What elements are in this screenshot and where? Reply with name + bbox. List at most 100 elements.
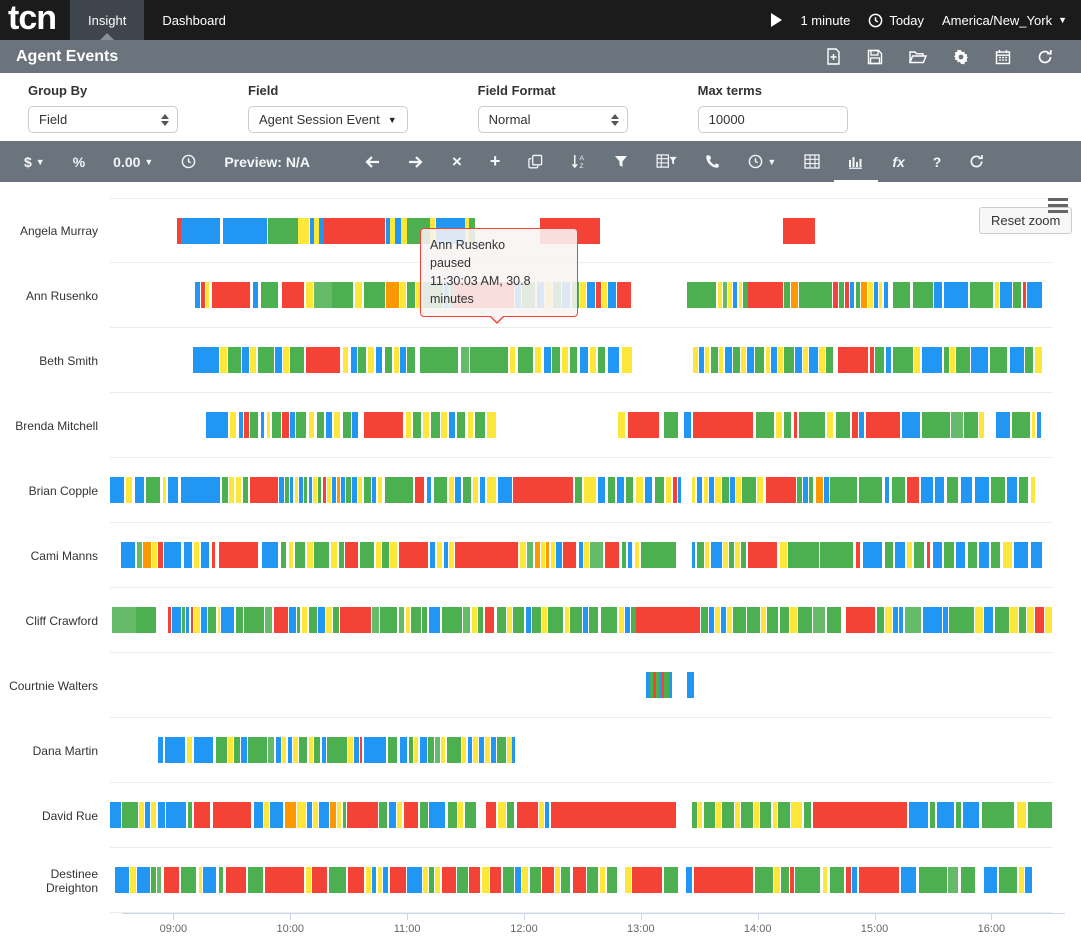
event-segment[interactable]: [520, 542, 526, 568]
event-segment[interactable]: [399, 282, 406, 308]
event-segment[interactable]: [862, 542, 883, 568]
field-dropdown[interactable]: Agent Session Event ▼: [248, 106, 408, 133]
event-segment[interactable]: [236, 607, 244, 633]
event-segment[interactable]: [468, 867, 481, 893]
event-segment[interactable]: [827, 607, 842, 633]
event-segment[interactable]: [307, 802, 313, 828]
percent-format-button[interactable]: %: [72, 153, 86, 170]
event-segment[interactable]: [542, 607, 548, 633]
event-segment[interactable]: [168, 477, 178, 503]
event-segment[interactable]: [607, 282, 616, 308]
event-segment[interactable]: [390, 542, 398, 568]
event-segment[interactable]: [513, 477, 573, 503]
event-segment[interactable]: [589, 607, 599, 633]
event-segment[interactable]: [937, 802, 954, 828]
event-segment[interactable]: [600, 607, 618, 633]
event-segment[interactable]: [275, 737, 281, 763]
event-segment[interactable]: [956, 542, 966, 568]
event-segment[interactable]: [355, 282, 363, 308]
event-segment[interactable]: [822, 867, 828, 893]
event-segment[interactable]: [922, 347, 942, 373]
event-segment[interactable]: [306, 282, 314, 308]
event-segment[interactable]: [598, 347, 606, 373]
event-segment[interactable]: [507, 607, 512, 633]
event-segment[interactable]: [298, 217, 309, 244]
event-segment[interactable]: [1002, 542, 1013, 568]
event-segment[interactable]: [868, 282, 874, 308]
event-segment[interactable]: [430, 542, 435, 568]
event-segment[interactable]: [944, 347, 949, 373]
event-segment[interactable]: [293, 737, 299, 763]
event-segment[interactable]: [1000, 282, 1013, 308]
event-segment[interactable]: [859, 412, 864, 438]
event-segment[interactable]: [584, 542, 590, 568]
event-segment[interactable]: [971, 347, 988, 373]
event-segment[interactable]: [423, 867, 428, 893]
save-icon[interactable]: [867, 49, 883, 65]
event-segment[interactable]: [332, 282, 354, 308]
remove-button[interactable]: ×: [438, 141, 476, 182]
event-segment[interactable]: [1016, 802, 1027, 828]
event-segment[interactable]: [336, 802, 342, 828]
event-segment[interactable]: [693, 412, 753, 438]
event-segment[interactable]: [181, 217, 220, 244]
event-segment[interactable]: [849, 282, 855, 308]
event-segment[interactable]: [260, 282, 279, 308]
event-segment[interactable]: [716, 802, 722, 828]
event-segment[interactable]: [619, 607, 625, 633]
event-segment[interactable]: [686, 867, 692, 893]
event-segment[interactable]: [440, 737, 446, 763]
event-segment[interactable]: [949, 607, 974, 633]
event-segment[interactable]: [250, 412, 259, 438]
event-segment[interactable]: [590, 542, 604, 568]
event-segment[interactable]: [399, 737, 407, 763]
event-segment[interactable]: [691, 477, 696, 503]
filter-button[interactable]: [600, 141, 642, 182]
event-segment[interactable]: [946, 477, 959, 503]
event-segment[interactable]: [399, 347, 406, 373]
event-segment[interactable]: [884, 542, 893, 568]
event-segment[interactable]: [531, 607, 542, 633]
refresh-icon[interactable]: [1037, 49, 1053, 65]
event-segment[interactable]: [995, 412, 1010, 438]
event-segment[interactable]: [909, 802, 928, 828]
event-segment[interactable]: [717, 282, 723, 308]
event-segment[interactable]: [673, 477, 677, 503]
event-segment[interactable]: [694, 867, 753, 893]
event-segment[interactable]: [625, 867, 632, 893]
event-segment[interactable]: [898, 607, 904, 633]
event-segment[interactable]: [265, 607, 273, 633]
event-segment[interactable]: [728, 282, 732, 308]
event-segment[interactable]: [759, 802, 772, 828]
event-segment[interactable]: [802, 347, 808, 373]
event-segment[interactable]: [802, 477, 808, 503]
event-segment[interactable]: [317, 607, 325, 633]
event-segment[interactable]: [279, 477, 285, 503]
event-segment[interactable]: [875, 347, 884, 373]
event-segment[interactable]: [340, 607, 371, 633]
event-segment[interactable]: [724, 347, 732, 373]
event-segment[interactable]: [129, 867, 136, 893]
event-segment[interactable]: [162, 477, 167, 503]
event-segment[interactable]: [1024, 867, 1032, 893]
event-segment[interactable]: [487, 412, 496, 438]
event-segment[interactable]: [409, 737, 413, 763]
event-segment[interactable]: [280, 542, 287, 568]
event-segment[interactable]: [281, 737, 287, 763]
event-segment[interactable]: [405, 607, 411, 633]
event-segment[interactable]: [808, 477, 814, 503]
event-segment[interactable]: [323, 217, 385, 244]
event-segment[interactable]: [218, 542, 259, 568]
reload-button[interactable]: [955, 141, 998, 182]
event-segment[interactable]: [766, 607, 779, 633]
event-segment[interactable]: [419, 802, 428, 828]
event-segment[interactable]: [846, 607, 876, 633]
event-segment[interactable]: [1009, 347, 1024, 373]
event-segment[interactable]: [348, 867, 364, 893]
event-segment[interactable]: [429, 867, 434, 893]
event-segment[interactable]: [548, 607, 564, 633]
event-segment[interactable]: [360, 542, 375, 568]
event-segment[interactable]: [354, 737, 359, 763]
event-segment[interactable]: [794, 867, 821, 893]
event-segment[interactable]: [440, 412, 447, 438]
